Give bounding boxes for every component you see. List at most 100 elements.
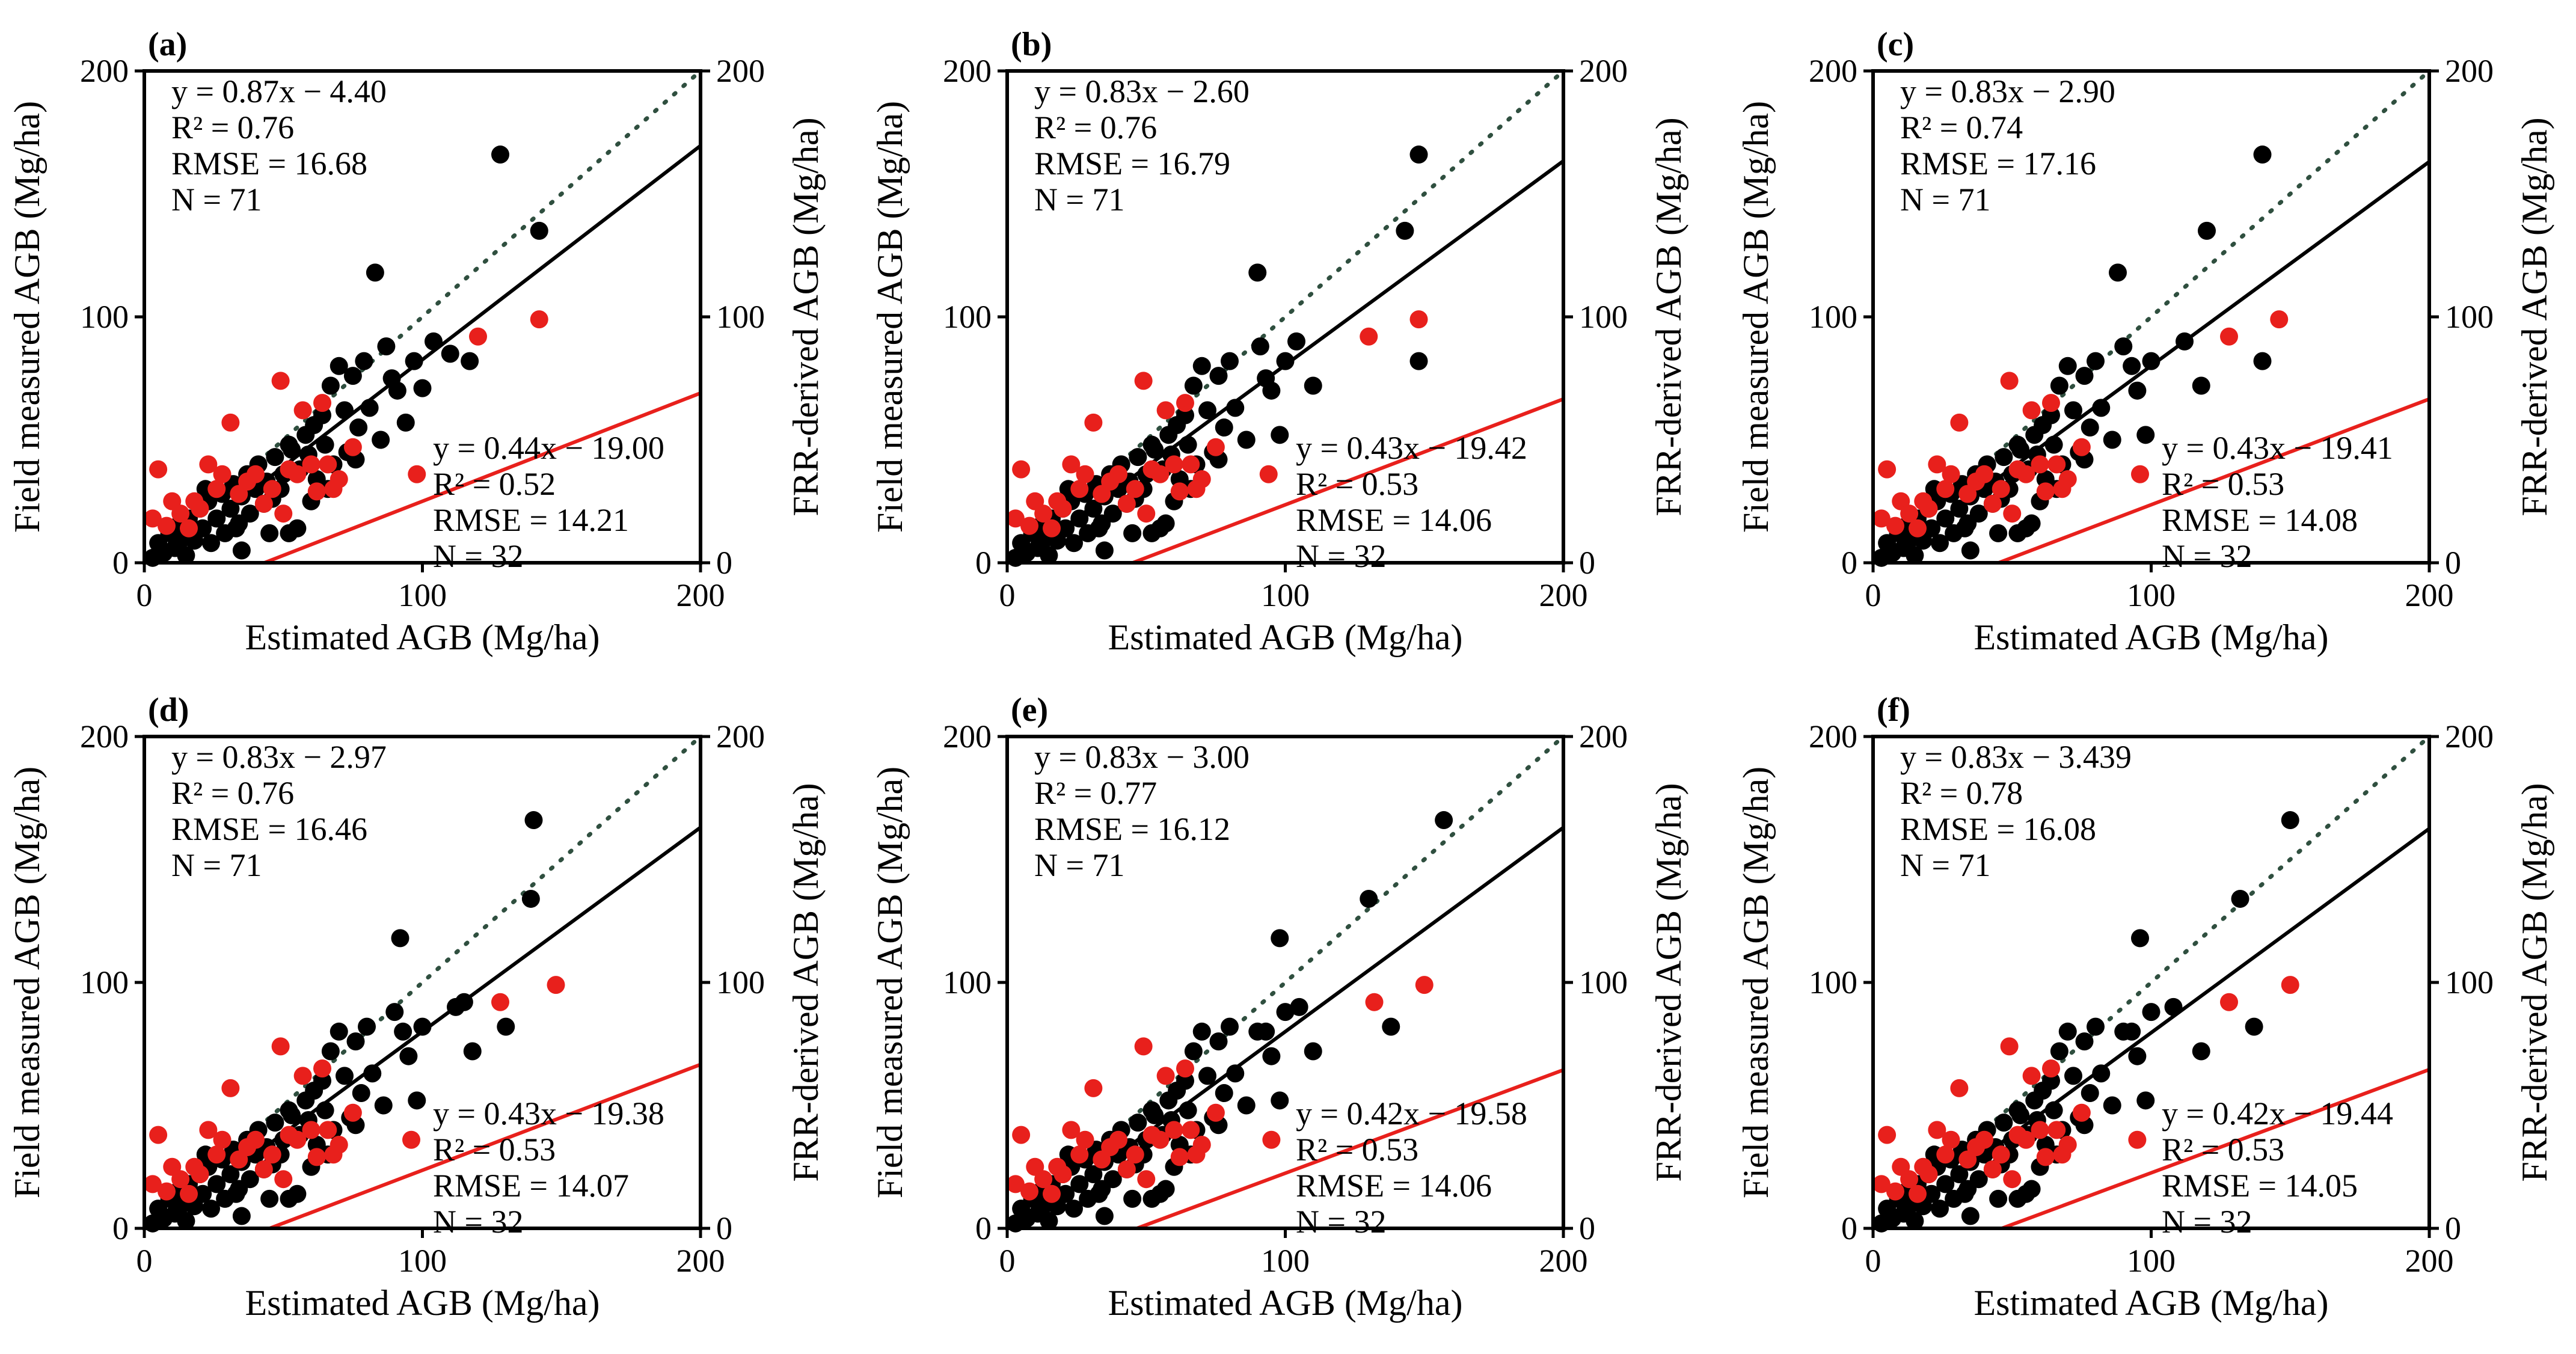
point-frr (2128, 1130, 2147, 1149)
point-field (321, 1042, 340, 1061)
point-frr (1206, 1103, 1225, 1122)
point-field (2064, 1067, 2082, 1085)
point-field (1950, 500, 1969, 518)
point-field (280, 1101, 298, 1120)
point-frr (1936, 1145, 1955, 1164)
point-frr (1878, 1126, 1897, 1144)
point-field (1090, 1184, 1108, 1203)
point-frr (1117, 1160, 1136, 1178)
point-field (1989, 524, 2008, 542)
point-frr (2220, 327, 2238, 346)
point-field (1142, 1101, 1161, 1120)
point-frr (2017, 465, 2035, 483)
stats-field-line: N = 71 (1900, 182, 1990, 218)
point-field (232, 541, 251, 560)
point-field (352, 1084, 370, 1103)
point-frr (2022, 401, 2041, 420)
y-tick-label-right: 100 (716, 299, 765, 335)
point-field (1070, 1175, 1089, 1193)
point-field (1226, 399, 1245, 417)
stats-field-line: RMSE = 16.12 (1034, 811, 1230, 847)
point-field (391, 929, 409, 948)
point-field (221, 1165, 240, 1184)
y-tick-label-right: 100 (1579, 299, 1628, 335)
point-field (2022, 1180, 2041, 1198)
point-field (1989, 1189, 2008, 1208)
y-tick-label-right: 100 (1579, 964, 1628, 1000)
point-field (2109, 263, 2127, 282)
point-field (1262, 1047, 1281, 1065)
point-field (260, 524, 279, 542)
point-frr (1192, 470, 1211, 488)
point-frr (199, 455, 218, 474)
point-field (1065, 1199, 1083, 1218)
point-field (1209, 367, 1228, 385)
point-field (266, 448, 284, 467)
point-frr (1928, 455, 1946, 474)
panel-label: (c) (1877, 26, 1914, 63)
point-frr (1137, 1170, 1156, 1189)
x-tick-label: 200 (676, 577, 725, 613)
point-frr (1900, 504, 1919, 523)
point-field (1095, 541, 1114, 560)
y-tick-label-right: 200 (716, 53, 765, 89)
point-frr (149, 1126, 168, 1144)
point-frr (1942, 465, 1960, 483)
point-field (1184, 1042, 1203, 1061)
point-frr (221, 1079, 240, 1097)
y-tick-label-left: 0 (1841, 1210, 1857, 1246)
point-field (316, 435, 334, 454)
identity-line (1005, 734, 1566, 1231)
point-frr (1872, 509, 1891, 528)
y-tick-label-right: 100 (2445, 964, 2494, 1000)
point-frr (1034, 1170, 1053, 1189)
point-field (1961, 1207, 1980, 1225)
point-frr (343, 1103, 362, 1122)
point-field (2192, 376, 2210, 395)
stats-field-line: R² = 0.77 (1034, 775, 1157, 811)
point-frr (213, 465, 232, 483)
y-tick-label-right: 0 (1579, 1210, 1595, 1246)
point-frr (1006, 509, 1025, 528)
point-field (1123, 524, 1142, 542)
panel-label: (d) (148, 691, 189, 729)
x-tick-label: 0 (136, 1243, 153, 1279)
stats-frr-line: R² = 0.53 (2162, 1132, 2284, 1168)
point-field (1056, 519, 1075, 538)
stats-frr-line: RMSE = 14.06 (1296, 1168, 1492, 1204)
y-axis-label-right: FRR-derived AGB (Mg/ha) (1649, 117, 1688, 516)
point-frr (1409, 310, 1428, 329)
point-field (1257, 1022, 1275, 1041)
point-frr (319, 1121, 337, 1139)
y-tick-label-right: 0 (716, 1210, 732, 1246)
panel-label: (b) (1011, 26, 1052, 63)
y-tick-label-right: 200 (2445, 53, 2494, 89)
point-frr (2042, 1059, 2060, 1078)
y-tick-label-left: 200 (80, 53, 129, 89)
point-frr (1062, 1121, 1081, 1139)
y-axis-label-left: Field measured AGB (Mg/ha) (870, 101, 910, 533)
point-frr (1151, 1130, 1170, 1149)
point-field (2050, 1042, 2068, 1061)
point-field (194, 519, 212, 538)
y-axis-label-right: FRR-derived AGB (Mg/ha) (1649, 783, 1688, 1181)
point-frr (547, 976, 565, 994)
point-field (1209, 1032, 1228, 1051)
point-frr (330, 470, 348, 488)
point-field (399, 1047, 418, 1065)
stats-frr-line: y = 0.42x − 19.58 (1296, 1095, 1527, 1132)
point-field (2092, 1064, 2111, 1083)
point-frr (2022, 1067, 2041, 1085)
point-field (2281, 811, 2299, 830)
point-field (2136, 1091, 2155, 1110)
point-frr (1936, 480, 1955, 498)
point-field (2050, 376, 2068, 395)
point-frr (1983, 494, 2002, 513)
y-tick-label-right: 0 (2445, 545, 2461, 581)
point-frr (180, 1184, 198, 1203)
point-field (2123, 357, 2141, 375)
stats-field-line: N = 71 (1900, 847, 1990, 883)
